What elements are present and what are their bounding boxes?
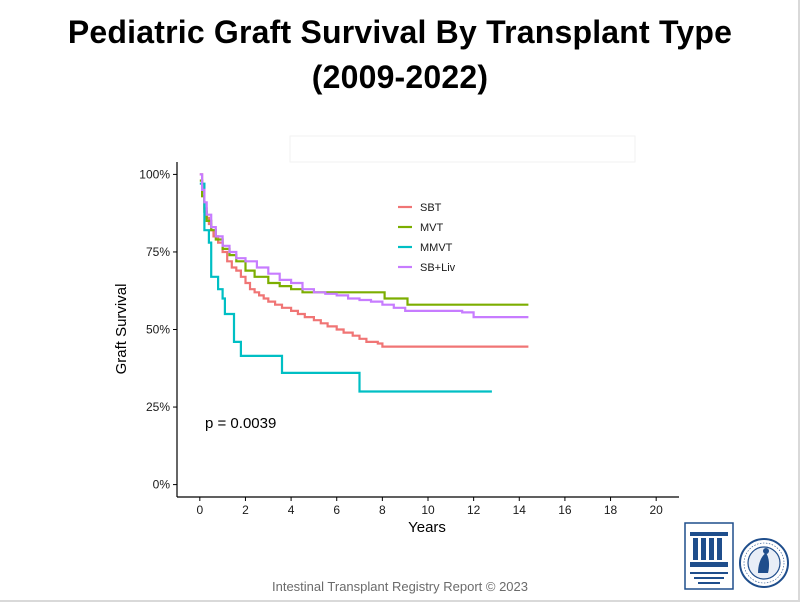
series-line-mvt	[199, 179, 529, 306]
y-axis-label: Graft Survival	[113, 284, 130, 375]
y-tick-label: 0%	[153, 478, 171, 492]
legend-background	[289, 135, 636, 163]
x-tick-label: 20	[650, 503, 664, 517]
x-tick-label: 16	[558, 503, 572, 517]
x-tick-label: 14	[513, 503, 527, 517]
y-tick-label: 100%	[139, 167, 170, 181]
chart-axes: 0% 25% 50% 75% 100% 0 2 4 6 8 10 12 14 16 18 20	[139, 162, 679, 517]
legend-label-sbt: SBT	[420, 202, 442, 214]
x-tick-label: 8	[379, 503, 386, 517]
x-tick-label: 0	[196, 503, 203, 517]
intestinal-transplant-association-logo	[684, 522, 734, 590]
series-line-mmvt	[199, 182, 492, 393]
legend-label-mmvt: MMVT	[420, 242, 453, 254]
footer-copyright: Intestinal Transplant Registry Report © …	[272, 579, 528, 594]
chart-legend: SBT MVT MMVT SB+Liv	[398, 202, 456, 274]
slide-title-line1: Pediatric Graft Survival By Transplant T…	[67, 14, 733, 50]
legend-label-sb-liv: SB+Liv	[420, 262, 456, 274]
y-tick-label: 50%	[146, 323, 170, 337]
x-tick-label: 6	[333, 503, 340, 517]
y-tick-label: 75%	[146, 245, 170, 259]
x-tick-label: 2	[242, 503, 249, 517]
x-tick-label: 4	[288, 503, 295, 517]
chart-series-lines	[199, 173, 529, 393]
legend-label-mvt: MVT	[420, 222, 444, 234]
x-tick-label: 10	[421, 503, 435, 517]
x-axis-label: Years	[408, 519, 446, 536]
series-line-sbt	[199, 173, 529, 348]
y-tick-label: 25%	[146, 400, 170, 414]
p-value-annotation: p = 0.0039	[205, 415, 276, 432]
x-tick-label: 18	[604, 503, 618, 517]
slide-title-line2: (2009-2022)	[311, 59, 489, 95]
transplantation-society-seal-logo	[739, 538, 789, 588]
series-line-sb-liv	[199, 173, 529, 319]
x-tick-label: 12	[467, 503, 481, 517]
